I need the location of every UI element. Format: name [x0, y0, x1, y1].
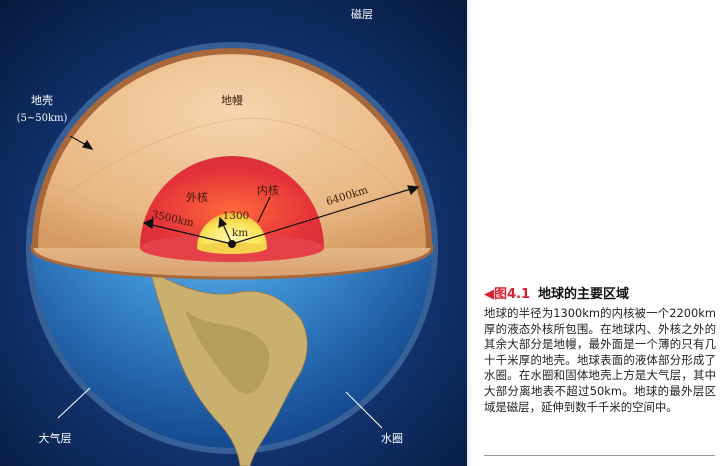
mantle — [38, 54, 426, 248]
figure-caption: ◀图4.1 地球的主要区域 地球的半径为1300km的内核被一个2200km厚的液… — [484, 286, 716, 415]
earth-illustration: 磁层 地壳 (5~50km) 地幔 外核 内核 6400km 3500km 13… — [0, 0, 467, 466]
mantle-label: 地幔 — [221, 94, 243, 107]
radius-earth-arrow — [231, 187, 415, 245]
hydrosphere-leader-line — [345, 391, 383, 429]
caption-title: ◀图4.1 地球的主要区域 — [484, 286, 716, 304]
earth-structure-diagram: 磁层 地壳 (5~50km) 地幔 外核 内核 6400km 3500km 13… — [0, 0, 467, 466]
caption-marker-icon: ◀ — [484, 287, 494, 302]
figure-edge — [467, 0, 472, 466]
hydrosphere-label: 水圈 — [381, 432, 403, 445]
crust-label: 地壳 — [31, 93, 53, 107]
atmosphere-leader-line — [57, 387, 91, 419]
radius-outer-core-arrowhead — [142, 218, 154, 230]
inner-core-label: 内核 — [257, 183, 279, 197]
landmass-relief — [185, 310, 270, 394]
globe-lower-half — [32, 248, 432, 466]
radius-inner-core-arrow — [221, 221, 233, 245]
radius-inner-core-value: 1300 — [223, 210, 250, 222]
atmosphere-label: 大气层 — [39, 431, 72, 445]
magnetosphere-label: 磁层 — [351, 8, 373, 21]
radius-inner-core-arrowhead — [218, 216, 228, 228]
radius-inner-core-unit: km — [232, 227, 248, 239]
caption-divider — [484, 455, 715, 456]
caption-title-text: 地球的主要区域 — [538, 287, 630, 302]
outer-core — [140, 156, 324, 248]
crust-arrowhead — [82, 139, 94, 150]
radius-outer-core-arrow — [147, 223, 233, 245]
inner-core-leader-line — [257, 196, 271, 223]
radius-arrows — [69, 135, 420, 245]
caption-figure-number: 图4.1 — [494, 287, 531, 302]
caption-body: 地球的半径为1300km的内核被一个2200km厚的液态外核所包围。在地球内、外… — [484, 306, 716, 414]
crust-thickness-label: (5~50km) — [17, 113, 68, 124]
radius-earth-arrowhead — [407, 185, 420, 196]
outer-core-label: 外核 — [186, 190, 208, 204]
